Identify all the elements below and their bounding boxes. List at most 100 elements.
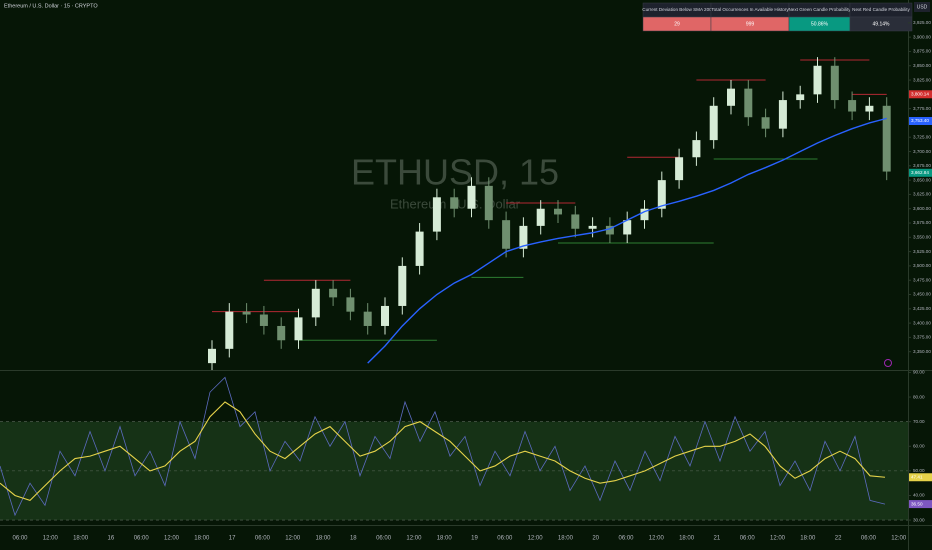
- candle-body: [208, 348, 216, 364]
- y-tick-label: 3,925.00: [913, 20, 931, 25]
- price-label-box: [909, 473, 932, 482]
- candle-body: [830, 65, 839, 101]
- currency[interactable]: USD: [917, 4, 928, 10]
- candle-body: [709, 105, 718, 141]
- y-tick-label: 40.00: [913, 493, 925, 498]
- candle-body: [329, 288, 338, 298]
- candle-body: [848, 100, 857, 112]
- watermark: ETHUSD, 15: [351, 152, 559, 193]
- candle-body: [415, 231, 424, 266]
- candle-body: [605, 225, 614, 235]
- time-label: 18:00: [558, 536, 574, 542]
- stats-table: Current Deviation Below SMA 200 29 Total O…: [642, 2, 913, 32]
- table-header-text: Total Occurrences In Available History: [711, 7, 789, 12]
- price-label-box: [909, 90, 932, 99]
- time-label: 20: [592, 536, 599, 542]
- candle-body: [865, 105, 874, 112]
- candle-body: [467, 185, 476, 209]
- candle-body: [588, 225, 597, 229]
- candle-body: [294, 317, 303, 341]
- time-label: 12:00: [285, 536, 301, 542]
- candle-body: [657, 180, 666, 209]
- rsi-band: [0, 421, 908, 521]
- y-tick-label: 3,900.00: [913, 34, 931, 39]
- time-label: 18:00: [800, 536, 816, 542]
- time-label: 06:00: [255, 536, 271, 542]
- table-cell: [849, 16, 913, 32]
- y-tick-label: 3,375.00: [913, 335, 931, 340]
- candle-body: [554, 208, 562, 215]
- time-label: 16: [108, 536, 115, 542]
- axes: 06:00 12:00 18:00 16 06:00 12:00 18:00 17 06:00 1…: [12, 20, 932, 542]
- candle-body: [640, 208, 649, 221]
- y-tick-label: 3,575.00: [913, 220, 931, 225]
- candle-body: [761, 117, 770, 129]
- y-tick-label: 3,600.00: [913, 206, 931, 211]
- time-label: 17: [229, 536, 236, 542]
- y-tick-label: 80.00: [913, 394, 925, 399]
- time-label: 19: [471, 536, 478, 542]
- time-label: 06:00: [861, 536, 877, 542]
- y-tick-label: 3,450.00: [913, 292, 931, 297]
- candle-body: [502, 220, 511, 249]
- price-label-box: [909, 117, 932, 126]
- y-tick-label: 3,825.00: [913, 77, 931, 82]
- table-cell-text: 999: [746, 21, 755, 27]
- y-tick-label: 50.00: [913, 468, 925, 473]
- y-tick-label: 3,475.00: [913, 277, 931, 282]
- event-icon[interactable]: [884, 359, 892, 367]
- table-header-text: Next Red Candle Probability: [852, 7, 910, 12]
- y-tick-label: 3,525.00: [913, 249, 931, 254]
- time-label: 12:00: [649, 536, 665, 542]
- candle-body: [277, 325, 286, 341]
- candle-body: [346, 297, 355, 312]
- y-tick-label: 3,875.00: [913, 49, 931, 54]
- time-label: 12:00: [770, 536, 786, 542]
- y-tick-label: 3,675.00: [913, 163, 931, 168]
- time-label: 12:00: [528, 536, 544, 542]
- candle-body: [242, 311, 251, 315]
- price-label: 36.50: [911, 501, 923, 506]
- price-label-box: [909, 500, 932, 509]
- sma-line: [367, 117, 887, 364]
- symbol-title[interactable]: Ethereum / U.S. Dollar · 15 · CRYPTO: [4, 3, 98, 9]
- candle-body: [225, 311, 234, 349]
- currency-box[interactable]: [914, 2, 930, 12]
- price-label: 3,662.84: [911, 170, 929, 175]
- candle-body: [381, 305, 389, 326]
- y-tick-label: 3,700.00: [913, 149, 931, 154]
- time-label: 06:00: [134, 536, 150, 542]
- table-cell-text: 50.86%: [811, 21, 829, 27]
- time-label: 12:00: [406, 536, 422, 542]
- candle-body: [778, 100, 787, 129]
- candle-body: [484, 185, 493, 221]
- y-tick-label: 3,725.00: [913, 134, 931, 139]
- table-header-text: Next Green Candle Probability: [788, 7, 851, 12]
- time-label: 21: [714, 536, 721, 542]
- time-label: 18: [350, 536, 357, 542]
- candle-body: [519, 225, 528, 249]
- candle-body: [744, 88, 753, 118]
- y-tick-label: 90.00: [913, 370, 925, 375]
- time-label: 06:00: [740, 536, 756, 542]
- y-tick-label: 3,500.00: [913, 263, 931, 268]
- time-label: 18:00: [437, 536, 453, 542]
- time-label: 12:00: [164, 536, 180, 542]
- table-cell-text: 49.14%: [873, 21, 891, 27]
- time-label: 12:00: [43, 536, 59, 542]
- y-tick-label: 60.00: [913, 443, 925, 448]
- price-pane: [208, 57, 891, 370]
- time-label: 06:00: [12, 536, 28, 542]
- time-label: 06:00: [376, 536, 392, 542]
- y-tick-label: 3,650.00: [913, 177, 931, 182]
- y-tick-label: 3,775.00: [913, 106, 931, 111]
- candle-body: [692, 140, 701, 158]
- y-tick-label: 3,550.00: [913, 235, 931, 240]
- candle-body: [536, 208, 545, 226]
- candle-body: [727, 88, 735, 106]
- time-label: 06:00: [497, 536, 513, 542]
- y-tick-label: 3,350.00: [913, 349, 931, 354]
- candle-body: [675, 157, 684, 181]
- y-tick-label: 3,850.00: [913, 63, 931, 68]
- time-label: 06:00: [618, 536, 634, 542]
